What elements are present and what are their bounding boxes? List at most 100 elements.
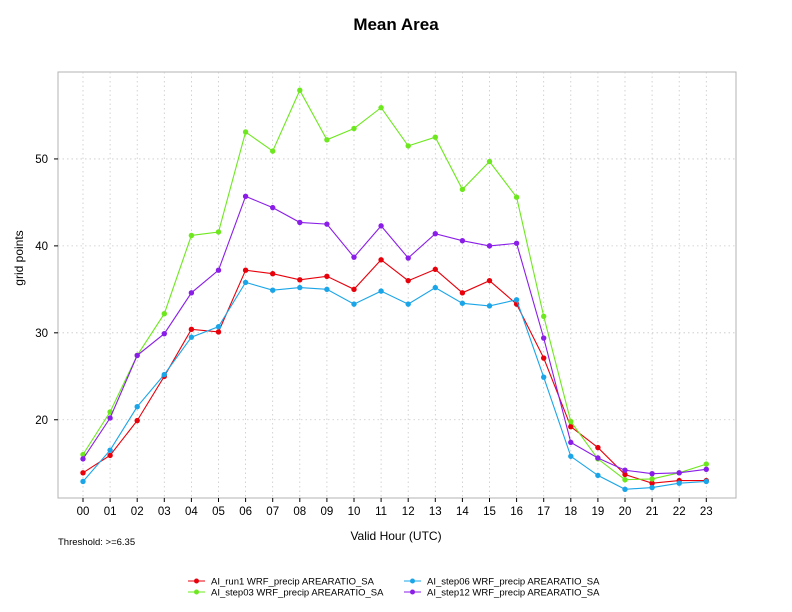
data-point [568, 418, 574, 425]
data-point [80, 478, 86, 485]
legend-label: AI_step03 WRF_precip AREARATIO_SA [211, 588, 384, 599]
x-tick-label: 15 [483, 506, 496, 518]
data-point [242, 129, 249, 135]
data-point [568, 439, 574, 446]
data-point [676, 470, 682, 476]
x-tick-label: 22 [673, 506, 686, 518]
data-point [432, 284, 438, 291]
data-point [649, 476, 655, 482]
series-line [82, 259, 707, 484]
data-point [134, 417, 140, 424]
data-point [405, 255, 411, 261]
data-point [405, 277, 411, 284]
data-point [188, 326, 195, 333]
data-point [378, 104, 384, 111]
data-point [297, 219, 303, 226]
data-point [80, 456, 86, 462]
data-point [324, 137, 330, 143]
data-point [432, 231, 438, 237]
x-tick-label: 00 [77, 506, 90, 518]
legend-swatch-marker [410, 578, 415, 584]
data-point [161, 371, 167, 378]
series-4 [80, 193, 709, 477]
data-point [270, 270, 276, 277]
data-point [297, 87, 303, 93]
y-axis-ticks: 20 30 40 50 [35, 154, 58, 427]
data-point [107, 409, 113, 415]
x-tick-label: 12 [402, 506, 415, 518]
data-point [351, 254, 357, 260]
x-tick-label: 08 [293, 506, 306, 518]
legend-label: AI_step12 WRF_precip AREARATIO_SA [427, 588, 600, 599]
y-tick-label: 50 [35, 154, 48, 166]
legend-swatch-marker [194, 589, 199, 595]
legend-item: AI_step12 WRF_precip AREARATIO_SA [404, 588, 600, 599]
legend-item: AI_run1 WRF_precip AREARATIO_SA [188, 577, 375, 588]
data-point [568, 424, 574, 430]
data-point [513, 194, 520, 200]
data-point [541, 335, 547, 341]
data-point [459, 290, 466, 296]
x-axis-ticks: 00 01 02 03 04 05 06 07 08 09 10 11 12 13 14 15 16 17 18 19… [77, 498, 713, 518]
x-tick-label: 14 [456, 506, 469, 518]
data-point [215, 329, 222, 335]
data-point [405, 301, 411, 307]
data-point [459, 237, 466, 244]
data-point [405, 143, 411, 149]
data-point [270, 287, 276, 293]
data-point [242, 279, 249, 286]
y-tick-label: 30 [35, 328, 48, 340]
series-2 [80, 87, 709, 483]
data-point [595, 444, 601, 451]
x-tick-label: 03 [158, 506, 171, 518]
data-point [351, 301, 357, 307]
data-point [649, 480, 655, 486]
series-lines [80, 87, 709, 493]
data-point [541, 355, 547, 361]
data-point [107, 452, 113, 459]
data-point [432, 134, 438, 140]
x-tick-label: 11 [375, 506, 387, 518]
data-point [432, 266, 438, 273]
data-point [270, 204, 276, 211]
data-point [161, 330, 167, 337]
data-point [622, 471, 628, 478]
data-point [351, 125, 357, 132]
data-point [703, 466, 709, 473]
data-point [215, 267, 222, 273]
series-line [82, 195, 707, 475]
data-point [703, 478, 709, 485]
data-point [188, 232, 195, 239]
x-tick-label: 18 [564, 506, 577, 518]
data-point [107, 447, 113, 453]
data-point [676, 480, 682, 486]
data-point [595, 472, 601, 479]
data-point [242, 267, 249, 273]
data-point [297, 277, 303, 283]
data-point [297, 284, 303, 291]
data-point [459, 186, 466, 193]
data-point [188, 334, 195, 340]
data-point [622, 467, 628, 473]
chart-title: Mean Area [353, 15, 439, 34]
data-point [486, 303, 493, 309]
data-point [459, 300, 466, 306]
data-point [270, 148, 276, 154]
x-tick-label: 10 [348, 506, 361, 518]
data-point [486, 158, 493, 165]
data-point [324, 273, 330, 280]
x-tick-label: 09 [321, 506, 334, 518]
x-tick-label: 07 [266, 506, 279, 518]
data-point [351, 286, 357, 293]
series-1 [80, 257, 709, 486]
data-point [324, 221, 330, 227]
data-point [541, 313, 547, 319]
legend: AI_run1 WRF_precip AREARATIO_SA AI_step06… [188, 577, 600, 599]
data-point [649, 470, 655, 477]
data-point [513, 240, 520, 246]
data-point [134, 404, 140, 410]
series-3 [80, 279, 709, 493]
data-point [703, 461, 709, 467]
series-line [82, 281, 707, 490]
